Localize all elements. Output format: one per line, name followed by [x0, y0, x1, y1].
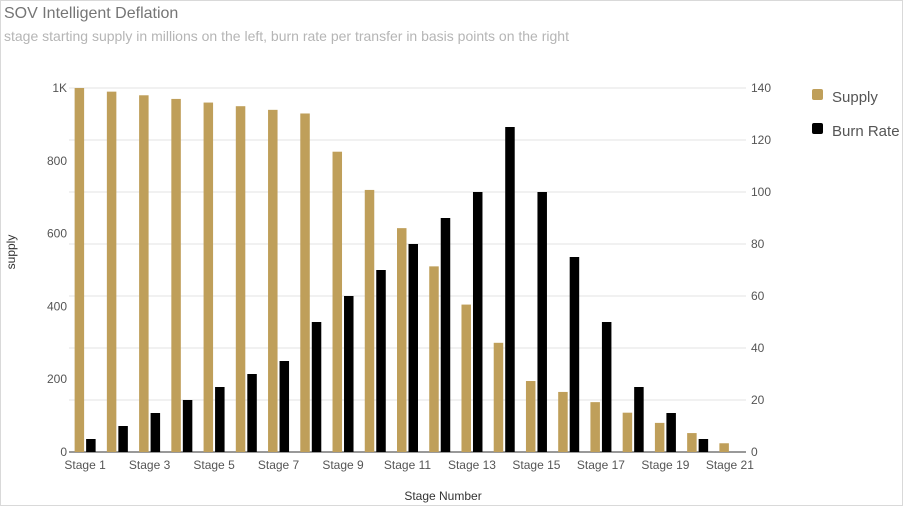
right-y-tick-label: 0: [751, 445, 758, 459]
left-y-tick-labels: 0 200 400 600 800 1K: [47, 81, 67, 459]
right-y-tick-labels: 0 20 40 60 80 100 120 140: [751, 81, 771, 459]
left-y-tick-label: 1K: [52, 81, 67, 95]
x-tick-label: Stage 21: [706, 458, 754, 472]
burn-rate-bar: [344, 296, 354, 452]
right-y-tick-label: 80: [751, 237, 765, 251]
burn-rate-bar: [537, 192, 547, 452]
supply-bar: [235, 106, 246, 452]
right-y-tick-label: 140: [751, 81, 771, 95]
supply-bar: [622, 412, 633, 452]
right-y-tick-label: 60: [751, 289, 765, 303]
y-axis-title: supply: [4, 235, 18, 270]
x-tick-labels: Stage 1 Stage 3 Stage 5 Stage 7 Stage 9 Stage…: [64, 458, 754, 472]
x-tick-label: Stage 15: [512, 458, 560, 472]
supply-bar: [300, 113, 310, 452]
left-y-tick-label: 0: [60, 445, 67, 459]
burn-rate-bar: [440, 218, 451, 452]
burn-rate-bar: [408, 244, 418, 452]
legend-label: Burn Rate: [832, 123, 900, 140]
burn-rate-bar: [118, 426, 128, 452]
burn-rate-bar: [472, 192, 483, 452]
supply-bar: [364, 189, 375, 453]
x-tick-label: Stage 11: [384, 458, 431, 472]
right-y-tick-label: 20: [751, 393, 765, 407]
burn-rate-bar: [376, 270, 386, 452]
burn-rate-bar: [601, 322, 612, 452]
supply-bar: [106, 91, 117, 452]
gridlines: [69, 87, 746, 453]
x-tick-label: Stage 17: [577, 458, 625, 472]
x-tick-label: Stage 1: [64, 458, 106, 472]
x-tick-label: Stage 9: [322, 458, 364, 472]
supply-bar: [461, 304, 471, 452]
legend-swatch: [812, 123, 823, 134]
x-axis-title: Stage Number: [404, 489, 481, 503]
supply-bar: [590, 402, 600, 452]
supply-bar: [203, 102, 214, 452]
supply-bar: [397, 228, 407, 452]
left-y-tick-label: 600: [47, 227, 67, 241]
supply-bar: [429, 266, 439, 452]
right-y-tick-label: 40: [751, 341, 765, 355]
x-tick-label: Stage 5: [193, 458, 235, 472]
chart-title: SOV Intelligent Deflation: [4, 5, 179, 22]
burn-rate-bar: [311, 322, 322, 452]
supply-bar: [332, 151, 343, 452]
supply-bar: [171, 98, 181, 453]
burn-rate-bar: [634, 387, 644, 452]
legend-label: Supply: [832, 89, 878, 106]
burn-rate-bar: [150, 413, 161, 452]
burn-rate-bar: [505, 127, 515, 452]
burn-rate-bar: [666, 413, 676, 452]
right-y-tick-label: 100: [751, 185, 771, 199]
supply-bar: [687, 433, 697, 452]
right-y-tick-label: 120: [751, 133, 771, 147]
bars: [74, 88, 729, 453]
supply-bar: [525, 381, 536, 452]
burn-rate-bar: [247, 374, 257, 452]
x-tick-label: Stage 19: [641, 458, 689, 472]
burn-rate-bar: [86, 439, 96, 452]
supply-bar: [719, 443, 729, 452]
burn-rate-bar: [569, 257, 580, 452]
supply-bar: [493, 342, 504, 452]
burn-rate-bar: [698, 439, 709, 452]
legend: Supply Burn Rate: [812, 89, 900, 140]
x-tick-label: Stage 3: [129, 458, 171, 472]
supply-bar: [558, 391, 568, 452]
supply-bar: [654, 422, 665, 452]
left-y-tick-label: 800: [47, 154, 67, 168]
left-y-tick-label: 400: [47, 299, 67, 313]
x-tick-label: Stage 13: [448, 458, 496, 472]
burn-rate-bar: [279, 361, 290, 452]
burn-rate-bar: [215, 387, 225, 452]
burn-rate-bar: [182, 400, 193, 452]
x-tick-label: Stage 7: [258, 458, 300, 472]
chart-subtitle: stage starting supply in millions on the…: [4, 28, 569, 44]
supply-bar: [268, 109, 278, 452]
legend-swatch: [812, 89, 823, 100]
supply-bar: [74, 88, 85, 452]
left-y-tick-label: 200: [47, 372, 67, 386]
supply-bar: [139, 95, 149, 452]
